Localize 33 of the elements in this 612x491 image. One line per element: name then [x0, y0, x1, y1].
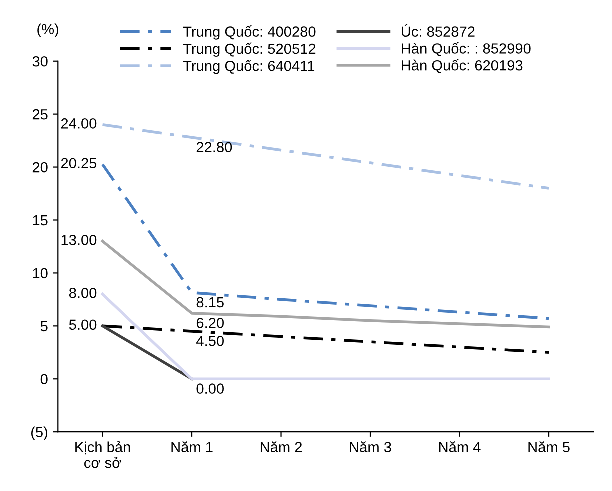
line-series	[101, 124, 550, 190]
data-label: 24.00	[61, 118, 97, 129]
y-tick-label: 20	[32, 162, 48, 173]
data-label: 4.50	[196, 336, 224, 346]
data-label: 22.80	[196, 142, 232, 153]
legend-label: Trung Quốc: 520512	[183, 42, 316, 58]
legend-label: Trung Quốc: 640411	[183, 60, 315, 74]
x-tick-label: Kịch bản cơ sở	[76, 441, 130, 468]
y-tick-label: 5	[40, 321, 48, 332]
data-label: 20.25	[61, 158, 97, 169]
legend-label: Trung Quốc: 400280	[183, 26, 316, 40]
y-tick-label: 15	[33, 216, 48, 226]
x-tick-label: Năm 1	[172, 442, 213, 453]
y-tick-label: 10	[33, 268, 48, 279]
y-tick-label: 30	[32, 56, 48, 67]
y-tick-label: 0	[40, 374, 48, 385]
x-tick-label: Năm 2	[260, 442, 302, 453]
x-tick-label: Năm 5	[528, 442, 570, 453]
legend-label: Úc: 852872	[402, 24, 475, 38]
data-label: 8.00	[69, 288, 97, 298]
data-label: 6.20	[196, 318, 224, 328]
y-axis-title: (%)	[38, 24, 58, 38]
data-label: 8.15	[196, 297, 224, 308]
legend-label: Hàn Quốc: : 852990	[402, 42, 531, 57]
data-label: 13.00	[62, 235, 97, 246]
data-label: 5.00	[69, 320, 97, 330]
y-tick-label: (5)	[32, 426, 48, 440]
x-tick-label: Năm 4	[439, 442, 481, 453]
data-label: 0.00	[196, 384, 224, 394]
y-tick-label: 25	[32, 109, 48, 120]
x-tick-label: Năm 3	[350, 442, 392, 453]
line-series	[101, 240, 550, 329]
legend-label: Hàn Quốc: 620193	[402, 59, 523, 74]
